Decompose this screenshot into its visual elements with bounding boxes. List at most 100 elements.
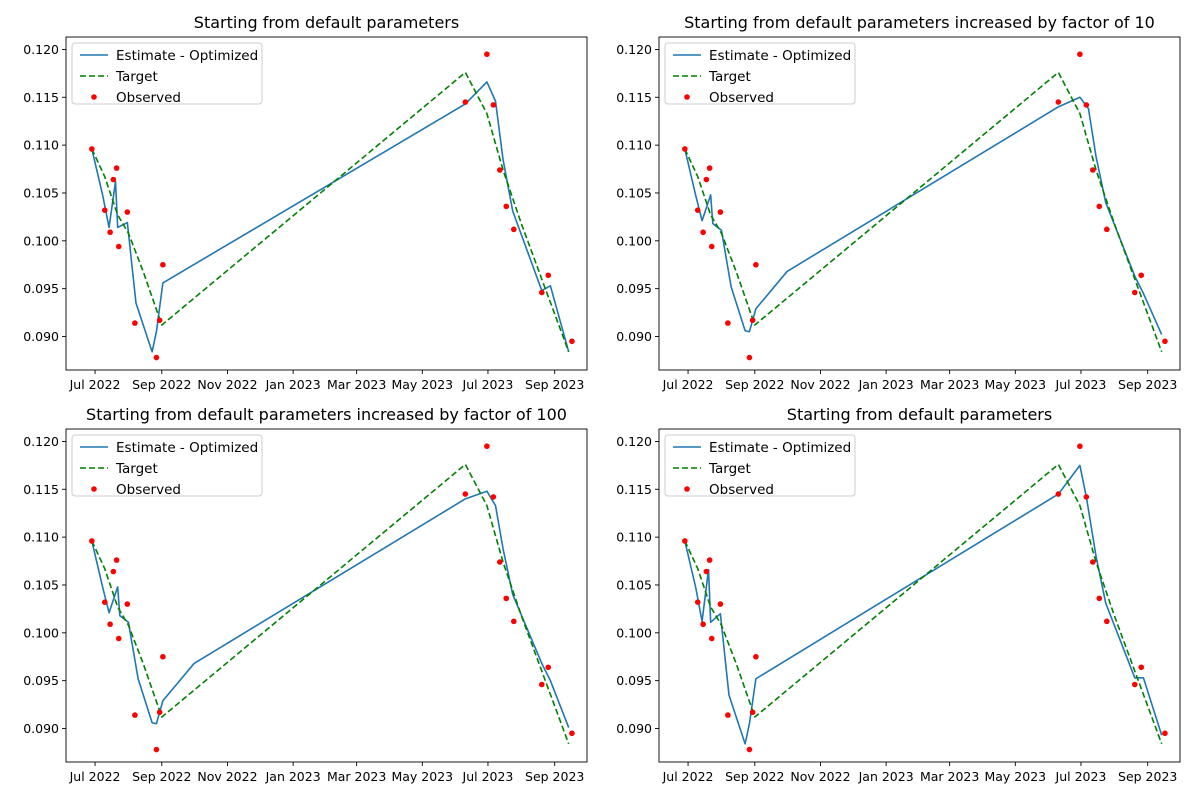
observed-point xyxy=(1055,99,1062,105)
observed-point xyxy=(1090,559,1096,565)
subplot-4: Starting from default parameters 0.090 0.0… xyxy=(616,405,1181,784)
observed-point xyxy=(1077,443,1083,450)
observed-point xyxy=(503,203,510,210)
observed-point xyxy=(1083,494,1090,500)
y-tick-label: 0.110 xyxy=(23,138,59,153)
observed-points xyxy=(682,51,1168,361)
observed-point xyxy=(538,681,545,688)
observed-point xyxy=(706,165,713,171)
observed-point xyxy=(484,443,490,450)
observed-points xyxy=(89,51,575,361)
observed-point xyxy=(462,99,469,105)
x-tick-label: Mar 2023 xyxy=(327,769,386,784)
x-tick-label: Sep 2022 xyxy=(725,377,784,392)
observed-point xyxy=(490,494,497,500)
axes-frame xyxy=(658,428,1181,763)
y-tick-label: 0.100 xyxy=(616,625,652,640)
observed-point xyxy=(497,559,503,565)
y-tick-label: 0.100 xyxy=(616,233,652,248)
y-tick-label: 0.105 xyxy=(23,577,59,592)
plot-area xyxy=(89,51,575,361)
y-tick-label: 0.115 xyxy=(616,90,652,105)
legend-label: Observed xyxy=(116,90,181,106)
observed-point xyxy=(153,746,160,753)
y-tick-label: 0.095 xyxy=(616,673,652,688)
y-tick-label: 0.120 xyxy=(616,434,652,449)
observed-point xyxy=(89,538,95,544)
x-tick-label: Mar 2023 xyxy=(920,377,979,392)
y-tick-label: 0.110 xyxy=(616,530,652,545)
observed-point xyxy=(545,664,552,671)
legend-box xyxy=(664,42,856,105)
subplot-title: Starting from default parameters xyxy=(787,405,1052,424)
observed-point xyxy=(107,229,113,236)
observed-point xyxy=(682,146,688,152)
x-tick-label: Jan 2023 xyxy=(858,769,914,784)
x-tick-label: Jul 2023 xyxy=(462,769,514,784)
y-tick-label: 0.110 xyxy=(23,530,59,545)
x-tick-label: Sep 2022 xyxy=(132,769,191,784)
x-tick-label: Sep 2023 xyxy=(1118,769,1177,784)
x-tick-label: Jan 2023 xyxy=(858,377,914,392)
target-line xyxy=(91,463,570,745)
y-tick-label: 0.115 xyxy=(616,482,652,497)
observed-point xyxy=(708,243,715,250)
y-tick-label: 0.105 xyxy=(616,577,652,592)
observed-point xyxy=(490,102,497,108)
observed-point xyxy=(1104,618,1110,625)
legend: Estimate - Optimized Target Observed xyxy=(664,434,856,498)
legend-label: Estimate - Optimized xyxy=(709,440,851,456)
legend-marker-observed xyxy=(91,486,97,492)
y-tick-label: 0.090 xyxy=(23,721,59,736)
observed-point xyxy=(1096,203,1103,210)
observed-point xyxy=(110,568,117,575)
observed-point xyxy=(717,209,724,215)
observed-point xyxy=(101,599,108,605)
observed-point xyxy=(569,730,575,737)
legend-marker-observed xyxy=(684,94,690,100)
legend: Estimate - Optimized Target Observed xyxy=(71,434,263,498)
x-tick-label: Nov 2022 xyxy=(197,377,257,392)
observed-point xyxy=(113,557,120,563)
x-tick-label: Nov 2022 xyxy=(790,769,850,784)
target-line xyxy=(91,71,570,353)
observed-point xyxy=(703,176,710,183)
observed-point xyxy=(1090,167,1096,173)
legend-label: Estimate - Optimized xyxy=(116,440,258,456)
subplot-1: Starting from default parameters 0.090 0.0… xyxy=(23,13,588,392)
observed-point xyxy=(682,538,688,544)
plot-area xyxy=(682,443,1168,753)
x-tick-label: Mar 2023 xyxy=(327,377,386,392)
observed-point xyxy=(694,599,701,605)
y-tick-label: 0.115 xyxy=(23,482,59,497)
observed-point xyxy=(1131,681,1138,688)
observed-point xyxy=(725,712,731,718)
observed-point xyxy=(749,709,756,716)
y-tick-label: 0.115 xyxy=(23,90,59,105)
legend: Estimate - Optimized Target Observed xyxy=(664,42,856,106)
observed-point xyxy=(1055,491,1062,497)
x-tick-label: Jul 2022 xyxy=(69,769,121,784)
observed-point xyxy=(1077,51,1083,58)
observed-point xyxy=(700,621,706,628)
subplot-title: Starting from default parameters xyxy=(194,13,459,32)
legend-marker-observed xyxy=(684,486,690,492)
x-tick-label: May 2023 xyxy=(391,769,453,784)
y-tick-label: 0.095 xyxy=(23,281,59,296)
observed-point xyxy=(1138,664,1145,671)
axes-frame xyxy=(65,36,588,371)
observed-point xyxy=(1083,102,1090,108)
legend-label: Observed xyxy=(709,90,774,106)
observed-point xyxy=(107,621,113,628)
x-tick-label: May 2023 xyxy=(984,377,1046,392)
x-tick-label: Jul 2023 xyxy=(1055,769,1107,784)
observed-point xyxy=(538,289,545,296)
observed-points xyxy=(89,443,575,753)
observed-point xyxy=(1131,289,1138,296)
x-tick-label: Nov 2022 xyxy=(197,769,257,784)
observed-point xyxy=(156,709,163,716)
observed-point xyxy=(1104,226,1110,233)
observed-point xyxy=(153,354,160,361)
estimate-line xyxy=(91,81,570,353)
